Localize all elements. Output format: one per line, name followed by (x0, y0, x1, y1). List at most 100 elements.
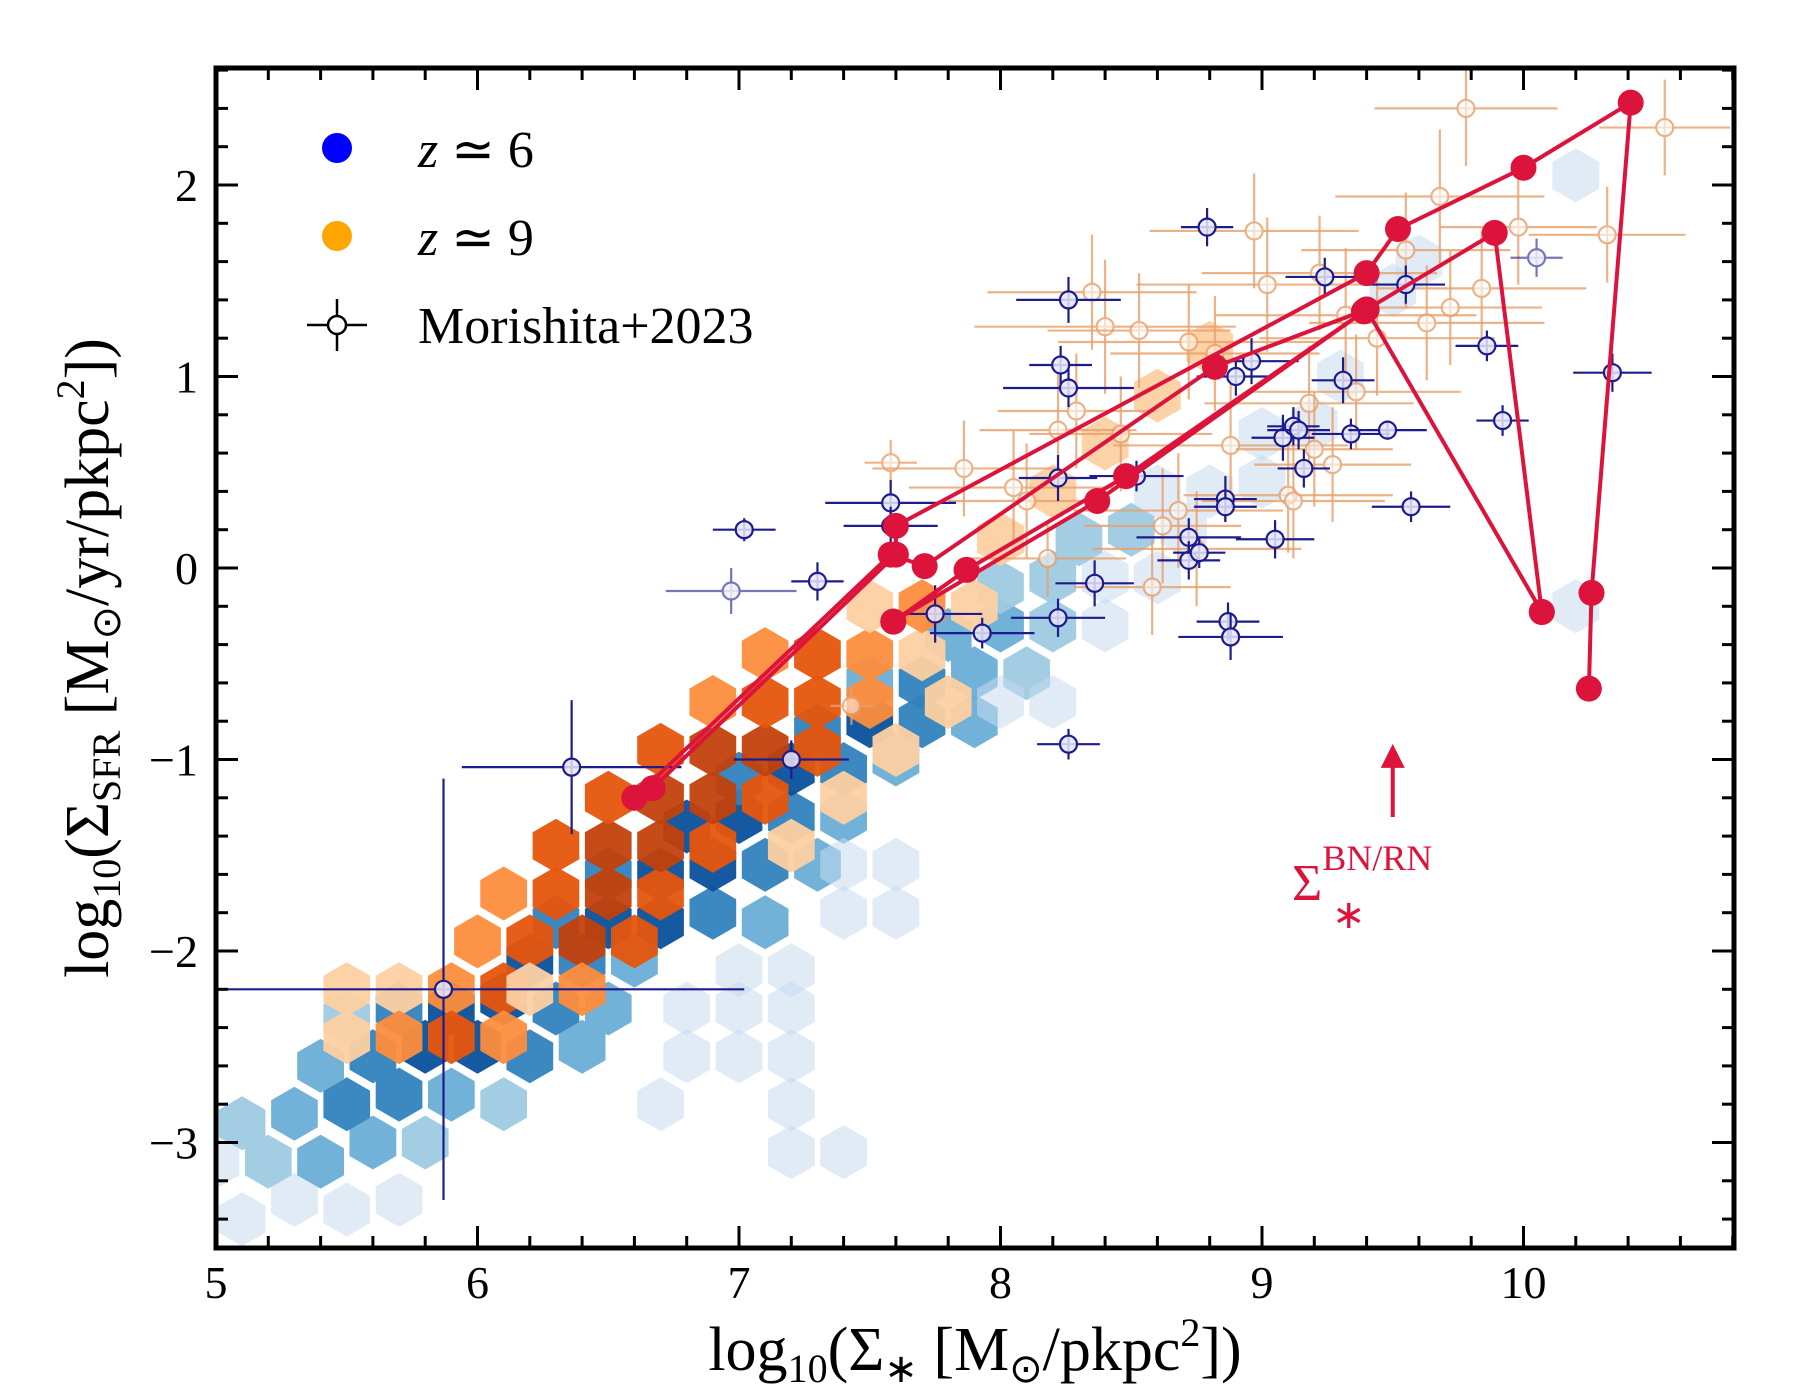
y-tick-label: −2 (149, 926, 198, 977)
hexbin-z6 (1134, 550, 1181, 605)
morishita-point-z9 (864, 439, 917, 486)
bn-rn-annotation: ΣBN/RN ∗ (1292, 743, 1432, 937)
morishita-point-z6 (461, 700, 682, 835)
hexbin-z6 (1238, 407, 1286, 461)
y-tick-labels: −3 −2 −1 0 1 2 (149, 160, 198, 1169)
hexbin-z6 (715, 981, 763, 1036)
legend-marker-z9 (322, 221, 352, 251)
hexbin-z9 (375, 1010, 423, 1065)
hexbin-z9 (637, 722, 684, 777)
legend: z ≃ 6 z ≃ 9 Morishita+2023 (307, 122, 754, 355)
hexbin-z6 (323, 1182, 371, 1237)
morishita-point-z6 (1371, 491, 1451, 523)
hexbin-z6 (872, 837, 920, 892)
hexbin-z9 (584, 770, 632, 825)
red-track-point (882, 512, 909, 539)
morishita-point-z6 (1173, 537, 1226, 568)
y-tick-label: −1 (149, 735, 198, 786)
morishita-point-z9 (1254, 407, 1412, 523)
y-tick-label: 1 (175, 352, 198, 403)
red-track-point (1575, 675, 1602, 702)
y-tick-label: 2 (175, 160, 198, 211)
red-track-point (1384, 216, 1411, 243)
morishita-point-z6 (1016, 276, 1121, 323)
legend-marker-z6 (322, 133, 352, 163)
red-track-point (1510, 154, 1537, 181)
hexbin-z6 (820, 885, 867, 940)
morishita-point-z9 (1204, 345, 1414, 461)
morishita-point-z9 (1335, 129, 1545, 264)
morishita-point-z9 (1358, 250, 1542, 366)
hexbin-z9 (741, 675, 789, 729)
morishita-point-z6 (1311, 418, 1391, 450)
hexbin-z9 (846, 675, 894, 729)
hexbin-z6 (715, 943, 763, 998)
morishita-point-z9 (1149, 173, 1359, 289)
red-tracks-layer (621, 89, 1644, 811)
hexbin-z6 (872, 885, 920, 940)
morishita-point-z6 (1055, 560, 1134, 607)
hexbin-z6 (1029, 675, 1077, 729)
hexbin-z6 (663, 1029, 711, 1084)
red-track-point (1617, 89, 1644, 116)
hexbin-z6 (689, 885, 737, 940)
morishita-point-z9 (974, 259, 1236, 394)
morishita-point-z6 (1510, 238, 1563, 277)
y-axis-label: log10(ΣSFR [M⊙/yr/pkpc2]) (48, 338, 129, 978)
red-track-point (1113, 463, 1140, 490)
hexbin-z6 (767, 1125, 815, 1180)
hexbin-z9 (584, 866, 632, 921)
hexbin-z9 (637, 866, 684, 921)
hexbin-z9 (532, 818, 580, 873)
hexbin-z6 (216, 1134, 240, 1189)
red-track-point (1528, 599, 1555, 626)
x-tick-label: 6 (466, 1257, 489, 1308)
hexbin-z6 (820, 1125, 867, 1180)
hexbin-z9 (1134, 368, 1181, 423)
hexbin-z9 (741, 722, 789, 777)
hexbin-z6 (218, 1096, 266, 1151)
morishita-point-z9 (1439, 169, 1597, 285)
red-track-point (880, 608, 907, 635)
hexbin-z9 (794, 722, 841, 777)
x-tick-label: 8 (989, 1257, 1012, 1308)
hexbin-z6 (767, 1077, 815, 1132)
legend-label-morishita: Morishita+2023 (418, 298, 754, 355)
hexbin-z6 (767, 1029, 815, 1084)
hexbin-z9 (846, 627, 894, 682)
hexbin-density-layer (216, 148, 1600, 1247)
morishita-point-z6 (1037, 728, 1100, 760)
hexbin-z6 (428, 1067, 475, 1122)
morishita-errorbars-layer (216, 68, 1731, 1200)
red-track-point (1084, 487, 1111, 514)
morishita-point-z6 (1311, 357, 1375, 404)
hexbin-z6 (271, 1172, 318, 1227)
hexbin-z6 (271, 1086, 318, 1141)
hexbin-z6 (375, 1067, 423, 1122)
legend-label-z6: z ≃ 6 (417, 122, 534, 179)
x-tick-label: 9 (1251, 1257, 1274, 1308)
morishita-point-z9 (1235, 391, 1393, 507)
hexbin-z6 (558, 1019, 606, 1074)
morishita-point-z9 (908, 430, 1119, 546)
morishita-point-z6 (216, 778, 745, 1200)
morishita-point-z9 (1047, 273, 1231, 388)
legend-marker-morishita (307, 299, 367, 351)
hexbin-z6 (767, 943, 815, 998)
morishita-point-z6 (1235, 520, 1315, 559)
hexbin-z6 (349, 1115, 397, 1170)
hexbin-z9 (480, 1010, 527, 1065)
hexbin-z6 (375, 1172, 423, 1227)
red-track-line (892, 307, 1544, 624)
hexbin-z9 (506, 914, 554, 969)
hexbin-z9 (428, 1010, 475, 1065)
red-track-point (1201, 353, 1228, 380)
morishita-point-z9 (997, 353, 1155, 469)
morishita-point-z9 (987, 234, 1197, 350)
hexbin-z9 (794, 627, 841, 682)
morishita-point-z6 (1267, 410, 1330, 450)
plot-frame (213, 65, 1737, 1251)
morishita-point-z9 (1374, 68, 1558, 166)
hexbin-z9 (689, 770, 737, 825)
red-track-point (911, 553, 938, 580)
